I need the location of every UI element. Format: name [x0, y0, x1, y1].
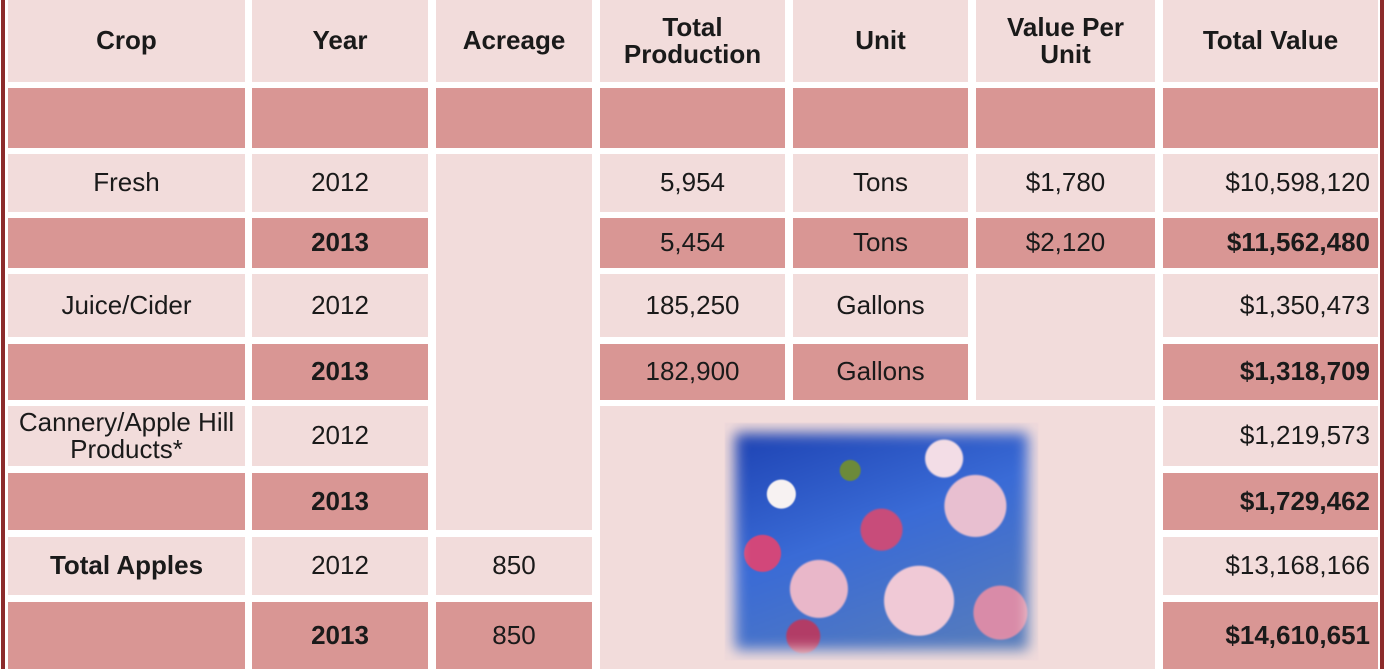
production-cell: 182,900 [600, 344, 785, 400]
year-cell: 2013 [252, 344, 428, 400]
crop-cell [8, 218, 245, 268]
total-value-cell: $1,350,473 [1163, 274, 1378, 337]
crop-cell [8, 473, 245, 530]
acreage-merged [436, 154, 592, 530]
total-value-cell: $1,219,573 [1163, 406, 1378, 466]
column-header: Unit [793, 0, 968, 82]
column-header: Total Production [600, 0, 785, 82]
column-header: Crop [8, 0, 245, 82]
value-per-unit-cell: $1,780 [976, 154, 1155, 212]
total-value-cell: $14,610,651 [1163, 602, 1378, 669]
apple-blossom-photo [725, 423, 1038, 660]
total-value-cell: $1,729,462 [1163, 473, 1378, 530]
production-cell: 5,954 [600, 154, 785, 212]
band-cell [436, 88, 592, 148]
crop-cell: Juice/Cider [8, 274, 245, 337]
crop-cell: Cannery/Apple Hill Products* [8, 406, 245, 466]
crop-cell [8, 602, 245, 669]
year-cell: 2012 [252, 537, 428, 595]
acreage-cell: 850 [436, 537, 592, 595]
crop-cell [8, 344, 245, 400]
band-cell [252, 88, 428, 148]
year-cell: 2012 [252, 154, 428, 212]
total-value-cell: $1,318,709 [1163, 344, 1378, 400]
year-cell: 2013 [252, 218, 428, 268]
production-cell: 5,454 [600, 218, 785, 268]
band-cell [1163, 88, 1378, 148]
year-cell: 2012 [252, 406, 428, 466]
year-cell: 2012 [252, 274, 428, 337]
column-header: Value Per Unit [976, 0, 1155, 82]
crop-cell: Fresh [8, 154, 245, 212]
year-cell: 2013 [252, 473, 428, 530]
unit-cell: Gallons [793, 344, 968, 400]
acreage-cell: 850 [436, 602, 592, 669]
frame-left [1, 0, 5, 669]
column-header: Acreage [436, 0, 592, 82]
production-cell: 185,250 [600, 274, 785, 337]
total-value-cell: $13,168,166 [1163, 537, 1378, 595]
column-header: Year [252, 0, 428, 82]
unit-cell: Tons [793, 154, 968, 212]
band-cell [976, 88, 1155, 148]
total-value-cell: $10,598,120 [1163, 154, 1378, 212]
band-cell [8, 88, 245, 148]
frame-right [1380, 0, 1384, 669]
band-cell [793, 88, 968, 148]
column-header: Total Value [1163, 0, 1378, 82]
band-cell [600, 88, 785, 148]
unit-cell: Tons [793, 218, 968, 268]
unit-cell: Gallons [793, 274, 968, 337]
value-per-unit-cell: $2,120 [976, 218, 1155, 268]
total-value-cell: $11,562,480 [1163, 218, 1378, 268]
year-cell: 2013 [252, 602, 428, 669]
crop-cell: Total Apples [8, 537, 245, 595]
value-per-unit-merged [976, 274, 1155, 400]
